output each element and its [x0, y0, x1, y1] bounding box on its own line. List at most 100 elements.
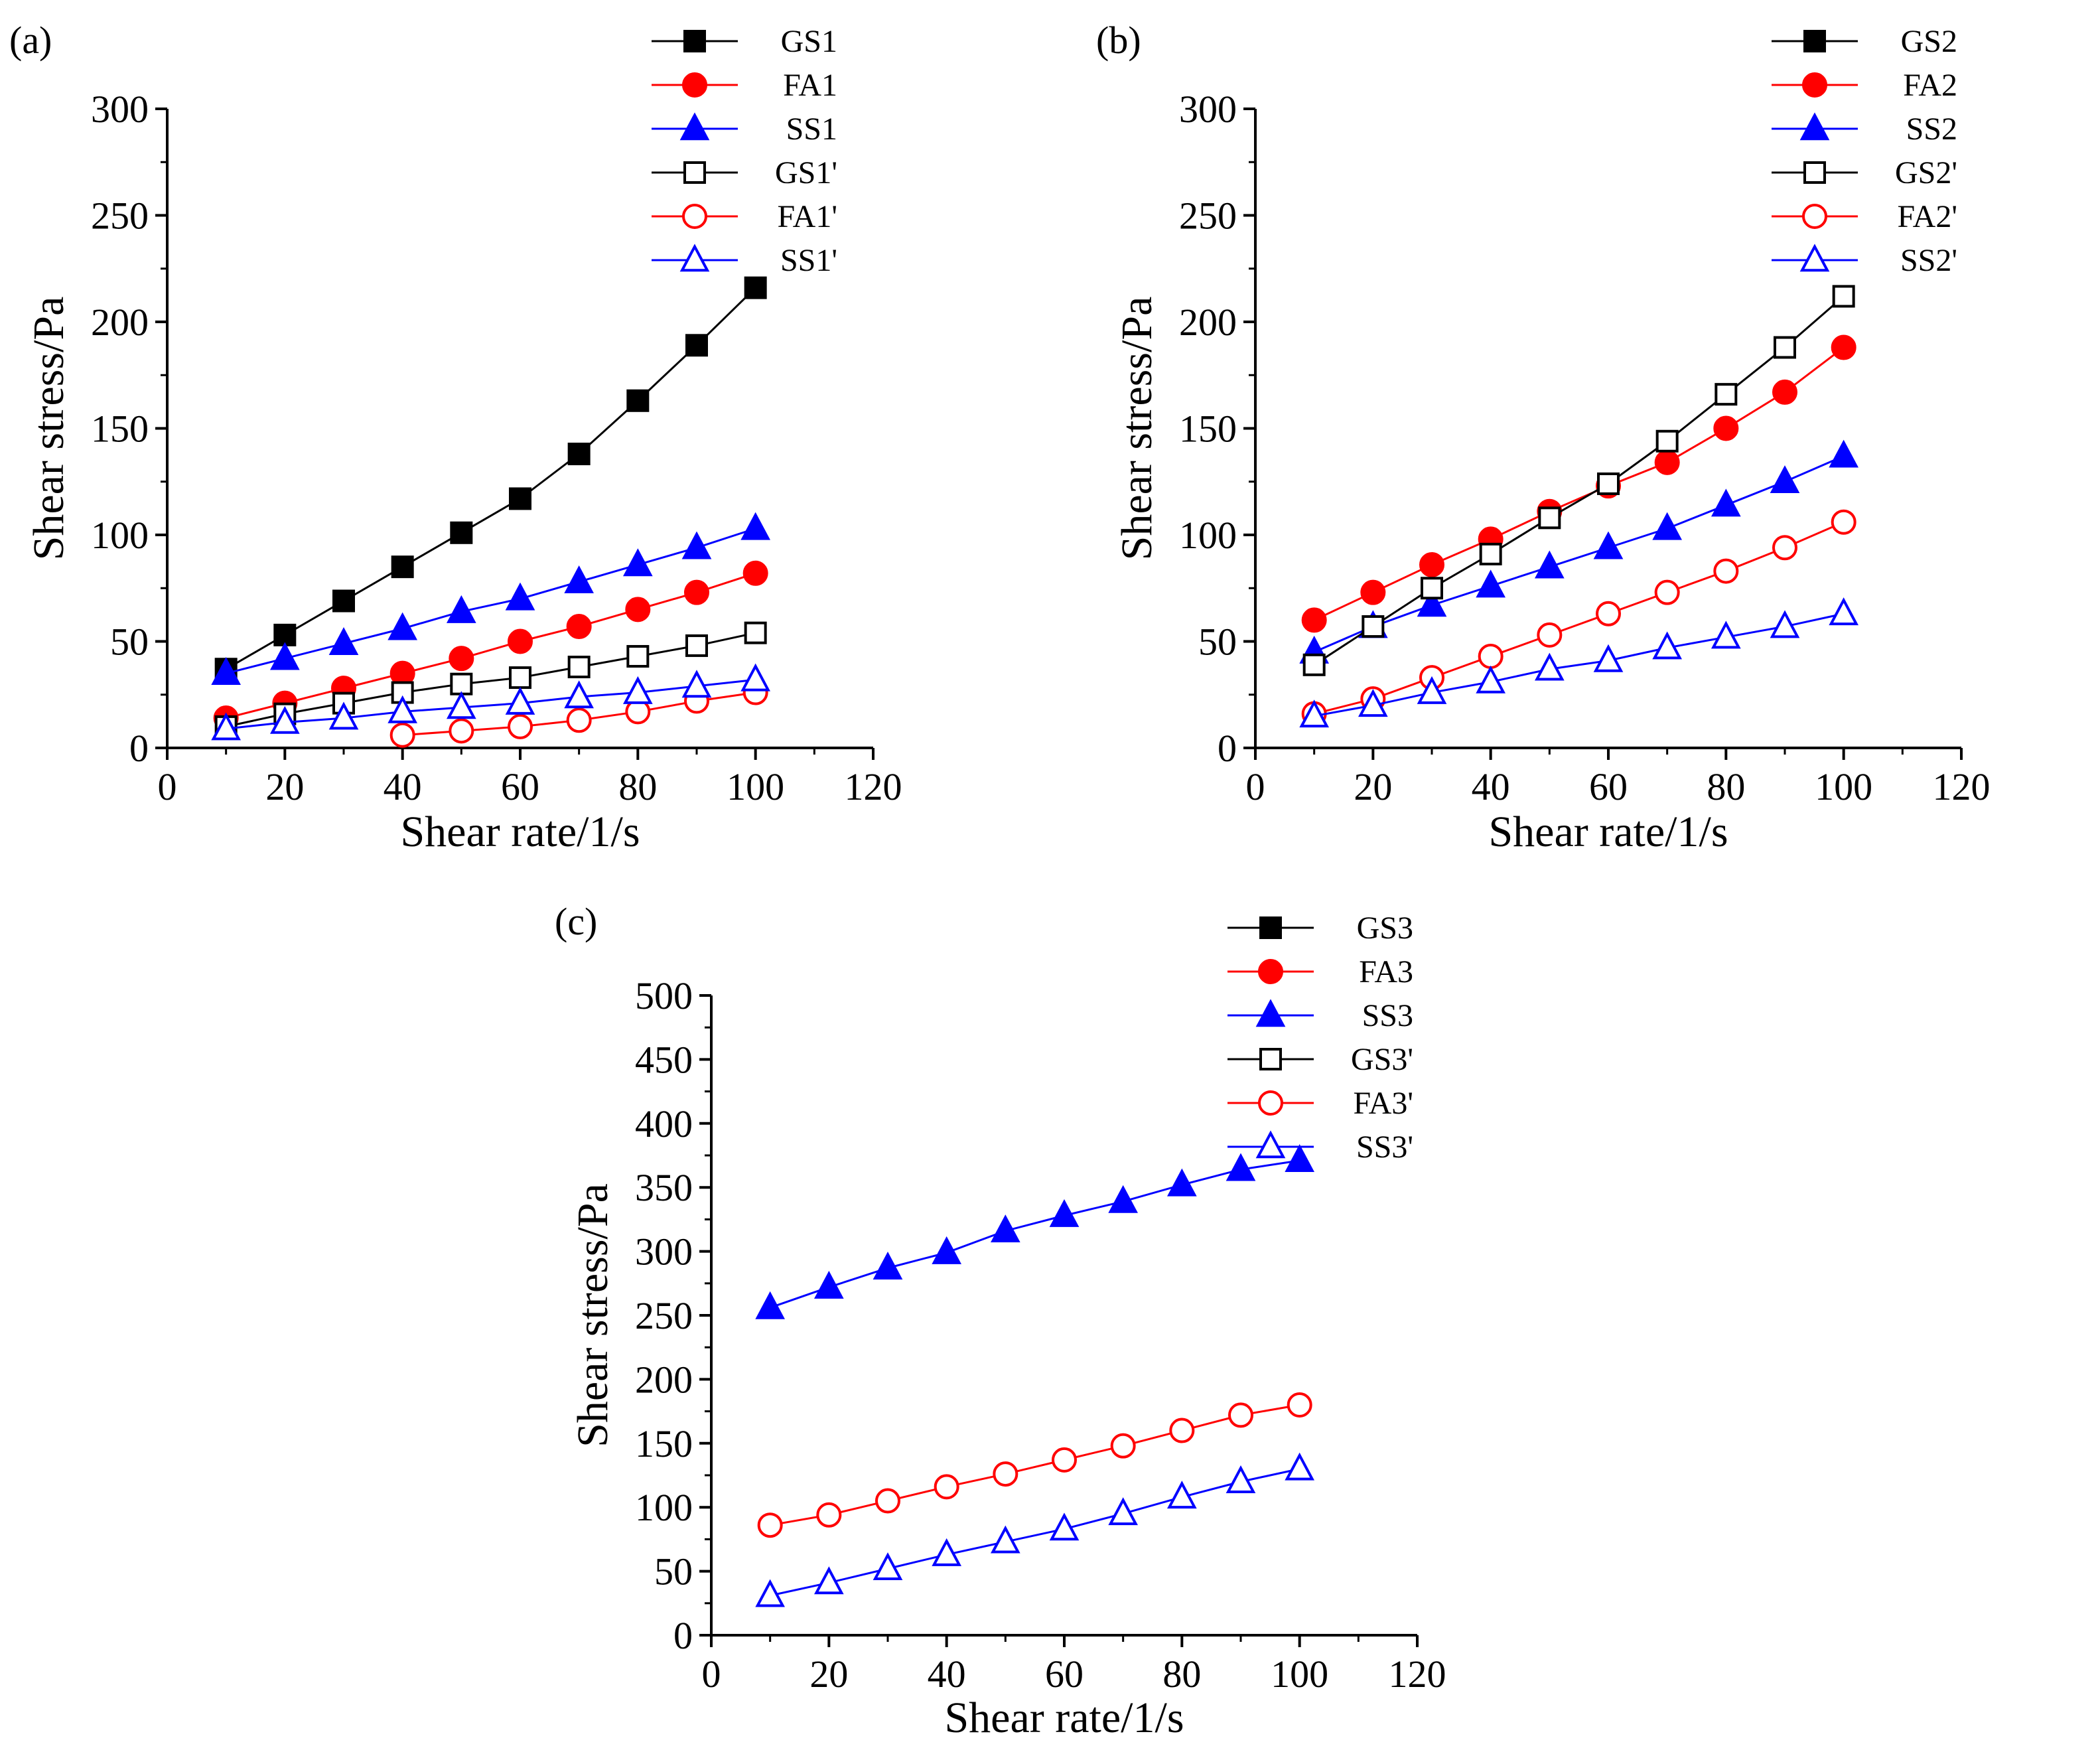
y-tick-label: 500 [635, 974, 693, 1017]
data-point [508, 713, 533, 739]
legend-label: GS3' [1351, 1042, 1413, 1077]
data-point [681, 531, 712, 559]
data-point [332, 589, 355, 613]
data-point [1228, 1402, 1253, 1428]
data-point [1654, 449, 1680, 475]
legend-item: FA1 [652, 68, 837, 103]
data-point [991, 1214, 1020, 1243]
legend-item: FA1' [652, 199, 837, 234]
data-point [567, 443, 591, 466]
data-point [1652, 631, 1682, 660]
legend-marker [1803, 30, 1826, 52]
legend-label: FA2 [1903, 68, 1957, 103]
x-tick-label: 0 [1246, 765, 1265, 808]
series-fa2 [1301, 334, 1856, 633]
data-point [1829, 597, 1858, 626]
data-point [450, 521, 473, 544]
data-point [1829, 439, 1858, 468]
data-point [1479, 542, 1502, 565]
y-tick-label: 300 [635, 1230, 693, 1274]
data-point [1713, 415, 1739, 441]
legend-item: GS2 [1772, 24, 1957, 59]
data-point [1167, 1168, 1197, 1197]
data-point [757, 1512, 783, 1538]
panel-c: (c) 0 50 100 150 200 250 300 350 400 450 500 0 20 40 60… [555, 900, 1446, 1742]
series-line [225, 287, 756, 670]
data-point [1770, 465, 1800, 494]
series-line [770, 1467, 1300, 1597]
data-point [1535, 652, 1565, 681]
y-tick-label: 250 [91, 194, 149, 238]
legend-marker [1258, 959, 1283, 984]
x-axis-title: Shear rate/1/s [1488, 808, 1728, 856]
series-ss1 [211, 512, 770, 685]
series-line [1314, 521, 1845, 715]
legend-item: FA3' [1227, 1086, 1413, 1121]
data-point [1654, 579, 1680, 605]
y-tick-label: 400 [635, 1102, 693, 1145]
data-point [1713, 558, 1739, 584]
data-point [387, 695, 417, 723]
data-point [1596, 601, 1621, 626]
y-tick-label: 100 [635, 1486, 693, 1529]
y-tick-label: 0 [673, 1614, 693, 1657]
y-tick-label: 200 [1179, 301, 1237, 344]
legend-label: SS3 [1362, 998, 1413, 1033]
data-point [1535, 550, 1565, 579]
data-point [1715, 383, 1738, 406]
panel-label: (a) [9, 19, 52, 62]
data-point [1655, 429, 1679, 453]
x-tick-label: 100 [727, 765, 784, 808]
data-point [211, 656, 241, 685]
data-point [1110, 1433, 1136, 1459]
x-tick-label: 40 [1472, 765, 1510, 808]
x-tick-label: 120 [1933, 765, 1991, 808]
data-point [1478, 643, 1504, 669]
y-tick-label: 450 [635, 1038, 693, 1081]
data-point [991, 1525, 1020, 1554]
data-point [509, 487, 531, 510]
x-tick-label: 40 [384, 765, 422, 808]
data-point [449, 718, 474, 744]
x-tick-label: 80 [618, 765, 657, 808]
data-point [1285, 1144, 1314, 1173]
data-point [508, 628, 533, 654]
x-tick-label: 20 [809, 1652, 848, 1696]
data-point [740, 512, 770, 540]
legend-marker [1799, 244, 1830, 272]
data-point [509, 666, 531, 690]
legend-marker [1803, 161, 1826, 184]
data-point [1225, 1465, 1256, 1493]
data-point [875, 1488, 900, 1514]
legend-item: SS1 [652, 111, 837, 147]
legend-item: SS2' [1772, 243, 1957, 278]
data-point [449, 646, 474, 672]
legend: GS1 FA1 SS1 GS1' FA1' SS1' [652, 24, 837, 278]
y-axis-title: Shear stress/Pa [1113, 297, 1161, 561]
data-point [873, 1552, 903, 1581]
x-tick-label: 0 [158, 765, 177, 808]
data-point [1419, 551, 1444, 577]
data-point [1711, 488, 1741, 517]
y-tick-label: 50 [1198, 621, 1237, 664]
x-axis-title: Shear rate/1/s [944, 1694, 1184, 1742]
legend-marker [1259, 916, 1282, 939]
series-ss2-prime [1299, 597, 1858, 728]
legend-marker [1259, 1048, 1282, 1070]
data-point [626, 644, 650, 668]
y-tick-label: 250 [635, 1294, 693, 1337]
data-point [270, 705, 300, 734]
x-tick-label: 60 [1045, 1652, 1084, 1696]
data-point [685, 634, 708, 657]
x-tick-label: 0 [702, 1652, 721, 1696]
x-tick-label: 20 [265, 765, 304, 808]
data-point [1362, 615, 1385, 638]
data-point [1476, 665, 1505, 694]
y-tick-label: 50 [110, 621, 149, 664]
panel-label: (b) [1096, 19, 1141, 62]
series-gs1 [214, 276, 767, 681]
legend-label: GS2 [1901, 24, 1957, 59]
data-point [1711, 621, 1741, 649]
legend-marker [1258, 1090, 1283, 1116]
